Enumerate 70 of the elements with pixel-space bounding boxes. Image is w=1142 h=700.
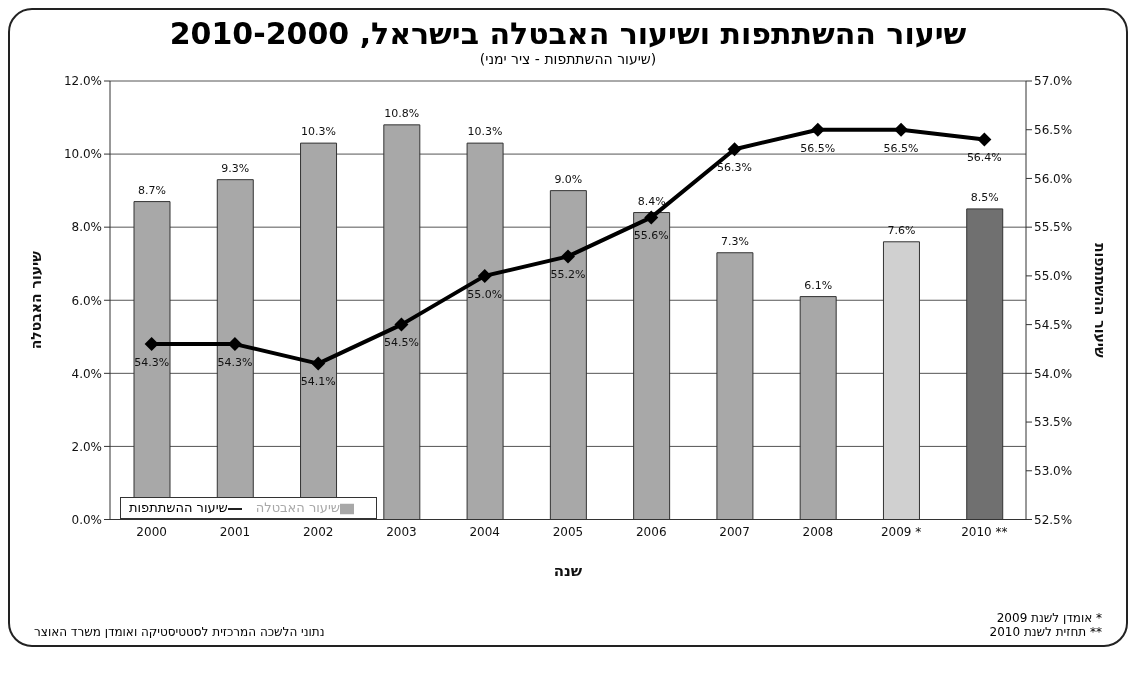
- x-tick-label: 2009 *: [880, 525, 922, 540]
- point: [810, 122, 825, 137]
- y2-tick-label: 55.0%: [1034, 269, 1073, 284]
- chart-subtitle: (שיעור ההשתתפות - ציר ימני): [478, 51, 658, 67]
- data-label: 56.5%: [800, 141, 836, 155]
- y2-tick-label: 54.5%: [1034, 317, 1073, 332]
- legend-label: שיעור האבטלה: [255, 500, 341, 515]
- data-label: 6.1%: [804, 278, 833, 292]
- y2-tick-label: 52.5%: [1034, 512, 1073, 527]
- data-label: 7.6%: [887, 223, 916, 237]
- data-label: 56.5%: [883, 141, 919, 155]
- x-tick-label: 2000: [136, 525, 167, 540]
- point: [644, 210, 659, 225]
- legend-label: שיעור ההשתתפות: [129, 500, 228, 515]
- x-tick-label: 2004: [469, 525, 500, 540]
- y-tick-label: 4.0%: [71, 366, 102, 381]
- y2-tick-label: 53.5%: [1034, 415, 1073, 430]
- point: [894, 122, 909, 137]
- x-axis-title: שנה: [553, 561, 583, 580]
- x-tick-label: 2005: [552, 525, 584, 540]
- y-tick-label: 10.0%: [63, 147, 102, 162]
- data-label: 10.3%: [467, 125, 503, 139]
- data-label: 55.0%: [467, 287, 503, 301]
- y-tick-label: 6.0%: [71, 293, 102, 308]
- data-label: 8.4%: [637, 194, 666, 208]
- x-tick-label: 2003: [386, 525, 417, 540]
- data-label: 54.1%: [300, 375, 336, 389]
- x-tick-label: 2001: [219, 525, 251, 540]
- y-tick-label: 12.0%: [63, 74, 102, 89]
- y2-axis-title: שיעור ההשתתפות: [1092, 242, 1109, 358]
- point: [477, 268, 492, 283]
- text: * אומדן לשנת 2009: [995, 611, 1102, 625]
- data-label: 54.3%: [217, 355, 253, 369]
- data-label: 56.4%: [966, 151, 1002, 165]
- y2-tick-label: 53.0%: [1034, 464, 1073, 479]
- text: ** תחזית לשנת 2010: [989, 625, 1102, 639]
- data-label: 8.7%: [138, 183, 166, 197]
- data-label: 55.6%: [633, 229, 669, 243]
- chart-title: שיעור ההשתתפות ושיעור האבטלה בישראל, 2010-2000: [168, 16, 968, 51]
- x-tick-label: 2008: [802, 525, 834, 540]
- text: נתוני הלשכה המרכזית לסטטיסטיקה ואומדן משרד האוצר: [34, 625, 325, 639]
- y-tick-label: 8.0%: [71, 220, 102, 235]
- point: [311, 356, 326, 371]
- data-label: 56.3%: [717, 161, 753, 175]
- data-label: 8.5%: [970, 190, 999, 204]
- data-label: 54.5%: [383, 336, 419, 350]
- data-label: 9.0%: [554, 172, 583, 186]
- point: [144, 337, 159, 352]
- y2-tick-label: 55.5%: [1034, 220, 1073, 235]
- point: [727, 142, 742, 157]
- y2-tick-label: 56.5%: [1034, 122, 1073, 137]
- data-label: 55.2%: [550, 268, 586, 282]
- y2-tick-label: 54.0%: [1034, 366, 1073, 381]
- x-tick-label: 2010 **: [961, 525, 1008, 540]
- y2-tick-label: 57.0%: [1034, 74, 1073, 89]
- data-label: 7.3%: [720, 234, 749, 248]
- data-label: 9.3%: [221, 161, 250, 175]
- data-label: 10.3%: [301, 125, 337, 139]
- y-axis-title: שיעור האבטלה: [27, 250, 44, 350]
- y-tick-label: 2.0%: [71, 439, 102, 454]
- x-tick-label: 2002: [302, 525, 334, 540]
- point: [561, 249, 575, 264]
- data-label: 54.3%: [134, 355, 170, 369]
- data-label: 10.8%: [384, 106, 420, 120]
- y2-tick-label: 56.0%: [1034, 171, 1073, 186]
- point: [977, 132, 992, 147]
- y-tick-label: 0.0%: [71, 512, 102, 527]
- point: [394, 317, 409, 332]
- x-tick-label: 2006: [636, 525, 667, 540]
- x-tick-label: 2007: [719, 525, 750, 540]
